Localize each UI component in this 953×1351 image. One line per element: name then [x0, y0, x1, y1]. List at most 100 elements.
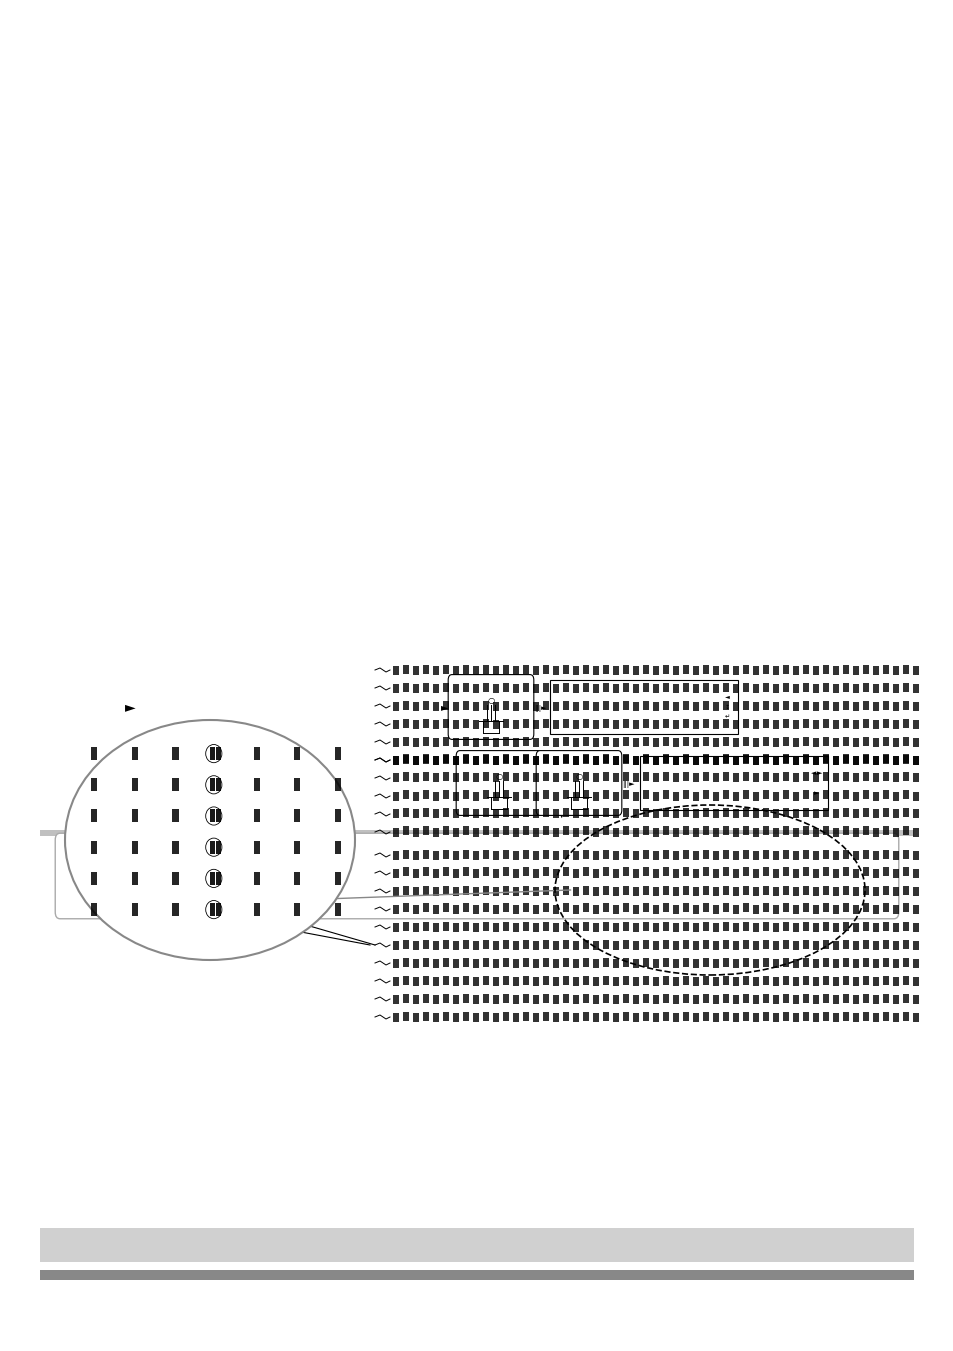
Bar	[852, 720, 858, 728]
Bar	[493, 755, 498, 765]
Bar	[692, 755, 699, 765]
Bar	[692, 809, 699, 819]
Bar	[682, 850, 688, 858]
Bar	[582, 939, 588, 948]
Bar	[402, 921, 409, 931]
Bar	[593, 923, 598, 931]
Bar	[482, 701, 489, 709]
Bar	[732, 905, 739, 913]
Bar	[433, 666, 438, 674]
Bar	[802, 904, 808, 912]
Bar	[872, 666, 878, 674]
Bar	[862, 754, 868, 763]
Bar	[473, 851, 478, 859]
Bar	[593, 666, 598, 674]
Bar	[752, 977, 759, 985]
Bar	[882, 719, 888, 727]
Bar	[702, 958, 708, 966]
Bar	[912, 701, 918, 711]
Bar	[622, 975, 628, 985]
Bar	[882, 993, 888, 1002]
Bar	[682, 790, 688, 800]
Bar	[842, 921, 848, 931]
Bar	[393, 720, 398, 728]
Bar	[453, 958, 458, 967]
Bar	[832, 994, 838, 1004]
Bar	[682, 975, 688, 985]
Bar	[482, 921, 489, 931]
Text: ►: ►	[814, 790, 819, 796]
Bar	[633, 755, 639, 765]
Bar	[812, 905, 818, 913]
Bar	[852, 828, 858, 836]
Bar	[633, 701, 639, 711]
Bar	[593, 701, 598, 711]
Bar	[832, 792, 838, 801]
Bar	[792, 940, 799, 950]
Bar	[912, 977, 918, 985]
Bar	[442, 904, 449, 912]
Bar	[752, 886, 759, 896]
Bar	[852, 792, 858, 801]
Bar	[902, 975, 908, 985]
Bar	[752, 720, 759, 728]
Bar	[553, 958, 558, 967]
Bar	[473, 720, 478, 728]
Bar	[902, 754, 908, 763]
Bar	[882, 808, 888, 817]
Bar	[553, 994, 558, 1004]
Bar	[752, 828, 759, 836]
Bar	[522, 808, 529, 817]
Bar	[622, 665, 628, 674]
Bar	[562, 808, 568, 817]
Bar	[433, 720, 438, 728]
Bar	[633, 977, 639, 985]
Bar	[613, 792, 618, 801]
Text: ○: ○	[575, 773, 582, 781]
Bar	[413, 1012, 418, 1021]
Bar	[702, 682, 708, 692]
Bar	[622, 754, 628, 763]
Bar	[562, 939, 568, 948]
Bar	[582, 790, 588, 800]
Bar	[433, 755, 438, 765]
Bar	[172, 778, 178, 792]
Bar	[633, 720, 639, 728]
Bar	[772, 886, 779, 896]
Bar	[542, 701, 548, 709]
Bar	[742, 754, 748, 763]
Bar	[752, 666, 759, 674]
Bar	[862, 904, 868, 912]
Ellipse shape	[65, 720, 355, 961]
Bar	[393, 809, 398, 819]
Bar	[662, 682, 668, 692]
Bar	[892, 755, 898, 765]
Bar	[422, 850, 429, 858]
Bar	[672, 940, 679, 950]
Bar	[862, 958, 868, 966]
Bar	[852, 886, 858, 896]
Bar	[132, 871, 138, 885]
Bar	[402, 754, 409, 763]
Bar	[792, 701, 799, 711]
Bar	[862, 827, 868, 835]
Bar	[782, 850, 788, 858]
Bar	[562, 736, 568, 746]
Bar	[602, 1012, 608, 1020]
Bar	[573, 755, 578, 765]
Bar	[215, 902, 221, 916]
Bar	[772, 792, 779, 801]
Bar	[742, 754, 748, 763]
Bar	[872, 755, 878, 765]
Bar	[402, 958, 409, 966]
Bar	[862, 736, 868, 746]
Bar	[473, 1012, 478, 1021]
Bar	[633, 905, 639, 913]
Bar	[642, 773, 648, 781]
Bar	[882, 958, 888, 966]
Bar	[442, 773, 449, 781]
Bar	[582, 885, 588, 894]
Bar	[582, 665, 588, 674]
Bar	[522, 665, 529, 674]
Bar	[522, 754, 529, 763]
